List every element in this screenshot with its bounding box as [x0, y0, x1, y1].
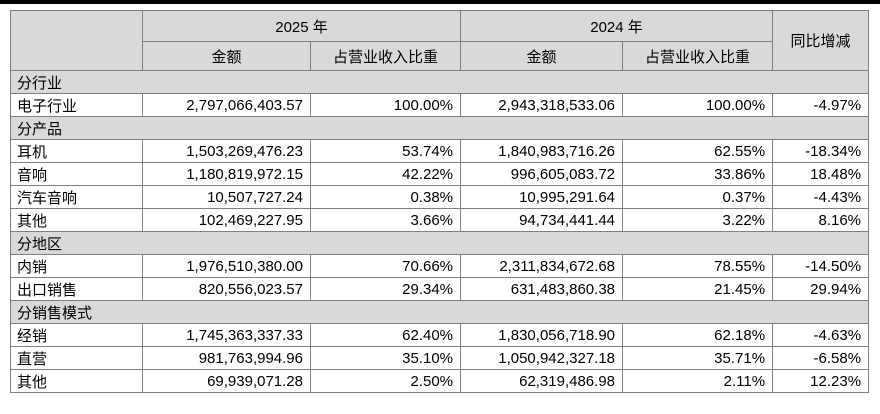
ratio-2025-cell: 3.66%	[309, 208, 462, 232]
amount-2025-cell: 69,939,071.28	[142, 369, 311, 393]
ratio-2024-cell: 100.00%	[622, 93, 774, 117]
amount-2024-cell: 2,943,318,533.06	[460, 93, 624, 117]
ratio-2024-cell: 21.45%	[622, 277, 774, 301]
year-2024-header: 2024 年	[460, 10, 774, 42]
section-title-cell: 分产品	[9, 116, 870, 140]
ratio-2024-cell: 33.86%	[622, 162, 774, 186]
row-label-cell: 出口销售	[10, 277, 143, 301]
ratio-2025-cell: 42.22%	[309, 162, 462, 186]
yoy-header: 同比增减	[772, 10, 870, 71]
table-row: 耳机 1,503,269,476.23 53.74% 1,840,983,716…	[10, 139, 870, 163]
amount-2024-cell: 2,311,834,672.68	[460, 254, 624, 278]
amount-2025-cell: 102,469,227.95	[142, 208, 311, 232]
ratio-2025-cell: 70.66%	[309, 254, 462, 278]
amount-2025-cell: 1,503,269,476.23	[142, 139, 311, 163]
table-row: 直营 981,763,994.96 35.10% 1,050,942,327.1…	[10, 346, 870, 370]
row-label-cell: 汽车音响	[10, 185, 143, 209]
table-row: 电子行业 2,797,066,403.57 100.00% 2,943,318,…	[10, 93, 870, 117]
amount-2025-cell: 10,507,727.24	[142, 185, 311, 209]
amount-2024-cell: 62,319,486.98	[460, 369, 624, 393]
row-label-cell: 内销	[10, 254, 143, 278]
yoy-cell: -6.58%	[772, 346, 870, 370]
yoy-cell: 12.23%	[772, 369, 870, 393]
section-row-region: 分地区	[9, 231, 870, 255]
row-label-cell: 电子行业	[10, 93, 143, 117]
ratio-2025-cell: 0.38%	[309, 185, 462, 209]
amount-2024-cell: 996,605,083.72	[460, 162, 624, 186]
row-label-cell: 音响	[10, 162, 143, 186]
ratio-2024-cell: 3.22%	[622, 208, 774, 232]
section-title-cell: 分销售模式	[9, 300, 870, 324]
amount-2025-cell: 1,745,363,337.33	[142, 323, 311, 347]
yoy-cell: -18.34%	[772, 139, 870, 163]
amount-2025-cell: 2,797,066,403.57	[142, 93, 311, 117]
yoy-cell: -4.43%	[772, 185, 870, 209]
row-label-cell: 耳机	[10, 139, 143, 163]
table-row: 内销 1,976,510,380.00 70.66% 2,311,834,672…	[10, 254, 870, 278]
amount-2025-cell: 981,763,994.96	[142, 346, 311, 370]
yoy-cell: 18.48%	[772, 162, 870, 186]
top-border-bar	[0, 0, 880, 4]
amount-2025-cell: 1,180,819,972.15	[142, 162, 311, 186]
amount-2024-cell: 1,050,942,327.18	[460, 346, 624, 370]
table-row: 经销 1,745,363,337.33 62.40% 1,830,056,718…	[10, 323, 870, 347]
header-row-years: 2025 年 2024 年 同比增减	[10, 10, 870, 71]
row-label-cell: 直营	[10, 346, 143, 370]
ratio-2024-cell: 78.55%	[622, 254, 774, 278]
table-row: 音响 1,180,819,972.15 42.22% 996,605,083.7…	[10, 162, 870, 186]
amount-2024-cell: 10,995,291.64	[460, 185, 624, 209]
ratio-2024-cell: 2.11%	[622, 369, 774, 393]
blank-header-cell	[10, 10, 143, 71]
ratio-2024-cell: 62.18%	[622, 323, 774, 347]
row-label-cell: 经销	[10, 323, 143, 347]
amount-2025-cell: 1,976,510,380.00	[142, 254, 311, 278]
yoy-cell: -14.50%	[772, 254, 870, 278]
section-title-cell: 分地区	[9, 231, 870, 255]
table-row: 其他 102,469,227.95 3.66% 94,734,441.44 3.…	[10, 208, 870, 232]
section-row-product: 分产品	[9, 116, 870, 140]
section-row-industry: 分行业	[9, 70, 870, 94]
table-row: 出口销售 820,556,023.57 29.34% 631,483,860.3…	[10, 277, 870, 301]
amount-2024-header: 金额	[460, 41, 624, 71]
ratio-2024-cell: 62.55%	[622, 139, 774, 163]
ratio-2025-cell: 100.00%	[309, 93, 462, 117]
row-label-cell: 其他	[10, 369, 143, 393]
revenue-breakdown-table-wrap: 2025 年 2024 年 同比增减 金额 占营业收入比重 金额 占营业收入比重…	[9, 10, 870, 393]
amount-2024-cell: 631,483,860.38	[460, 277, 624, 301]
section-row-sales-model: 分销售模式	[9, 300, 870, 324]
ratio-2025-cell: 62.40%	[309, 323, 462, 347]
year-2025-header: 2025 年	[141, 10, 462, 42]
ratio-2025-header: 占营业收入比重	[309, 41, 462, 71]
yoy-cell: -4.97%	[772, 93, 870, 117]
amount-2025-cell: 820,556,023.57	[142, 277, 311, 301]
ratio-2025-cell: 2.50%	[309, 369, 462, 393]
amount-2024-cell: 94,734,441.44	[460, 208, 624, 232]
ratio-2024-cell: 35.71%	[622, 346, 774, 370]
ratio-2025-cell: 29.34%	[309, 277, 462, 301]
table-row: 其他 69,939,071.28 2.50% 62,319,486.98 2.1…	[10, 369, 870, 393]
row-label-cell: 其他	[10, 208, 143, 232]
ratio-2025-cell: 35.10%	[309, 346, 462, 370]
ratio-2024-cell: 0.37%	[622, 185, 774, 209]
ratio-2024-header: 占营业收入比重	[622, 41, 774, 71]
revenue-breakdown-table: 2025 年 2024 年 同比增减 金额 占营业收入比重 金额 占营业收入比重…	[9, 10, 870, 393]
yoy-cell: 8.16%	[772, 208, 870, 232]
ratio-2025-cell: 53.74%	[309, 139, 462, 163]
amount-2024-cell: 1,840,983,716.26	[460, 139, 624, 163]
section-title-cell: 分行业	[9, 70, 870, 94]
yoy-cell: -4.63%	[772, 323, 870, 347]
table-row: 汽车音响 10,507,727.24 0.38% 10,995,291.64 0…	[10, 185, 870, 209]
header-row-measures: 金额 占营业收入比重 金额 占营业收入比重	[11, 41, 869, 71]
yoy-cell: 29.94%	[772, 277, 870, 301]
amount-2025-header: 金额	[142, 41, 311, 71]
amount-2024-cell: 1,830,056,718.90	[460, 323, 624, 347]
